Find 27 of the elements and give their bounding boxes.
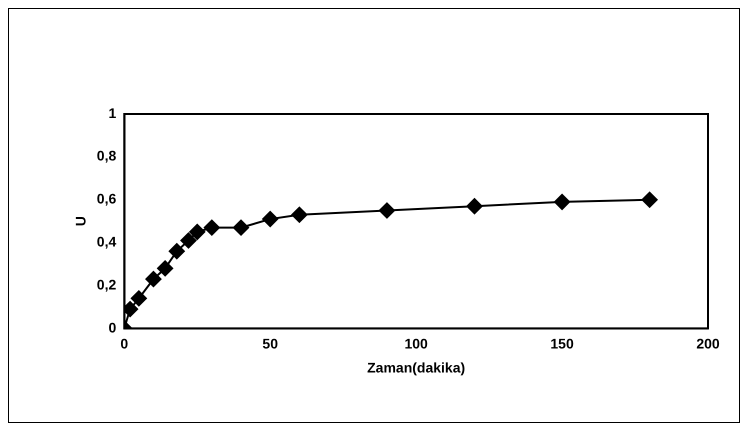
point bbox=[180, 232, 196, 248]
y-tick-label: 0 bbox=[108, 319, 116, 336]
y-axis-title: U bbox=[72, 216, 88, 226]
point bbox=[130, 290, 147, 306]
point bbox=[554, 194, 570, 210]
point bbox=[189, 224, 206, 240]
point bbox=[233, 220, 250, 236]
point bbox=[262, 211, 278, 228]
y-tick-label: 0,2 bbox=[96, 276, 116, 292]
y-tick-label: 1 bbox=[108, 104, 116, 121]
point bbox=[157, 260, 174, 276]
y-tick-label: 0,6 bbox=[96, 190, 116, 207]
x-tick-label: 150 bbox=[550, 336, 574, 352]
point bbox=[204, 220, 220, 236]
y-tick-label: 0,4 bbox=[96, 234, 116, 250]
point bbox=[145, 271, 162, 288]
x-axis-title: Zaman(dakika) bbox=[367, 359, 466, 376]
point bbox=[642, 192, 658, 208]
point bbox=[168, 243, 185, 260]
point bbox=[291, 206, 308, 223]
y-tick-label: 0,8 bbox=[96, 148, 116, 164]
x-tick-label: 50 bbox=[262, 336, 278, 352]
point bbox=[378, 202, 395, 218]
point bbox=[466, 198, 483, 214]
x-tick-label: 0 bbox=[120, 336, 128, 352]
x-tick-label: 200 bbox=[696, 336, 720, 352]
x-tick-label: 100 bbox=[404, 336, 428, 352]
